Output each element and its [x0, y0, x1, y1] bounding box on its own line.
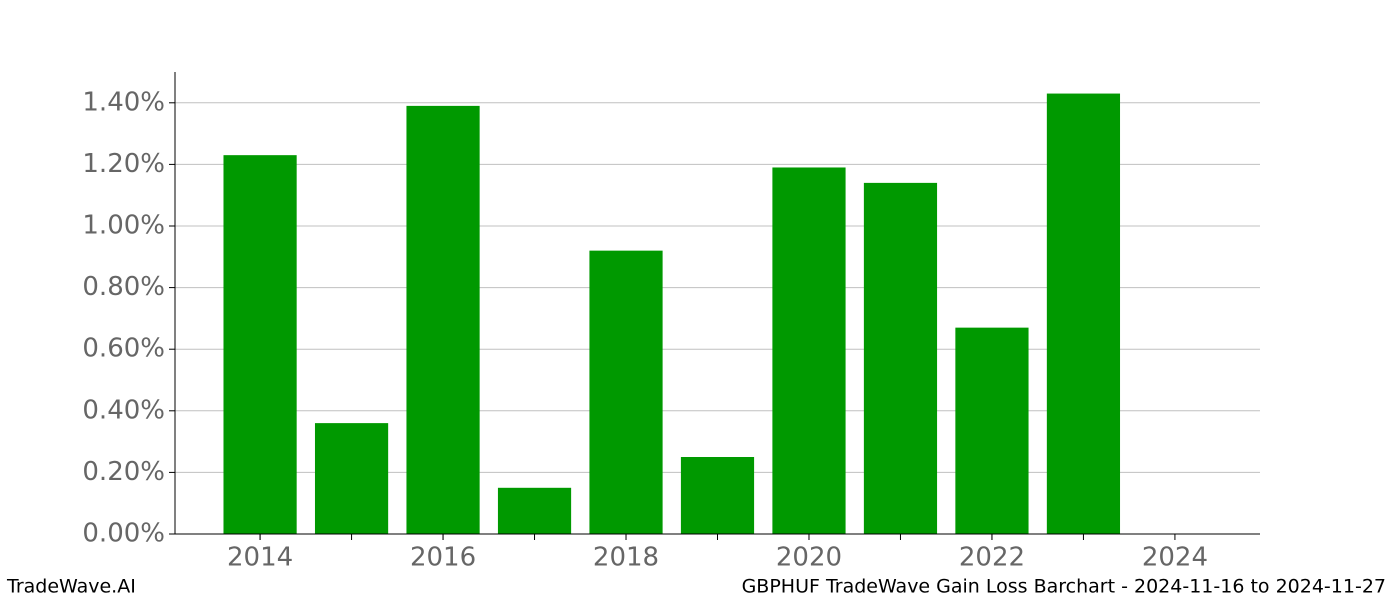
bar [589, 250, 663, 534]
y-tick-label: 1.20% [82, 149, 165, 179]
y-tick-label: 0.60% [82, 334, 165, 364]
x-tick-label: 2020 [776, 543, 842, 573]
y-tick-label: 1.40% [82, 87, 165, 117]
y-tick-label: 0.40% [82, 395, 165, 425]
bar [1046, 93, 1121, 534]
x-tick-label: 2024 [1142, 543, 1208, 573]
bar [223, 155, 297, 534]
x-tick-label: 2018 [593, 543, 659, 573]
bar [680, 457, 755, 534]
y-tick-label: 0.20% [82, 457, 165, 487]
bar [955, 327, 1029, 534]
bar [314, 423, 389, 534]
chart-title: GBPHUF TradeWave Gain Loss Barchart - 20… [742, 576, 1386, 598]
y-tick-label: 0.00% [82, 519, 165, 549]
y-tick-label: 1.00% [82, 211, 165, 241]
bar [497, 487, 572, 534]
x-tick-label: 2016 [410, 543, 476, 573]
bar [863, 182, 938, 534]
bar [772, 167, 846, 535]
x-tick-label: 2014 [227, 543, 293, 573]
y-tick-label: 0.80% [82, 272, 165, 302]
bar [406, 105, 480, 534]
x-tick-label: 2022 [959, 543, 1025, 573]
source-label: TradeWave.AI [6, 576, 136, 598]
